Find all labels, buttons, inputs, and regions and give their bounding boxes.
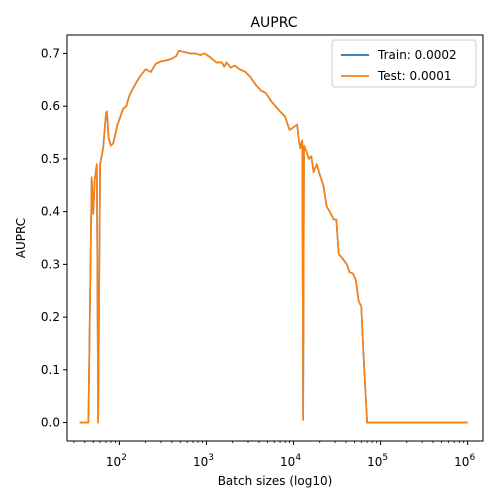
data-series [79,50,468,424]
x-tick-base: 10 [367,455,382,469]
plot-frame [66,34,484,442]
x-tick-label: 104 [280,453,301,469]
y-tick-label: 0.2 [41,310,60,324]
legend-label-test: Test: 0.0001 [377,69,451,83]
y-tick-label: 0.5 [41,152,60,166]
y-tick-label: 0.3 [41,257,60,271]
x-tick-label: 103 [193,453,214,469]
x-tick-base: 10 [193,455,208,469]
y-tick-label: 0.6 [41,99,60,113]
x-tick-exponent: 5 [382,453,388,463]
x-tick-label: 106 [454,453,475,469]
x-tick-label: 105 [367,453,388,469]
legend: Train: 0.0002 Test: 0.0001 [331,39,477,88]
y-tick-label: 0.4 [41,205,60,219]
y-axis-label: AUPRC [14,218,28,258]
x-tick-label: 102 [106,453,127,469]
x-axis-label: Batch sizes (log10) [218,474,333,488]
x-tick-base: 10 [106,455,121,469]
x-tick-exponent: 2 [121,453,127,463]
y-tick-label: 0.1 [41,363,60,377]
x-tick-exponent: 4 [295,453,301,463]
legend-label-train: Train: 0.0002 [377,48,457,62]
chart-title: AUPRC [250,15,297,31]
x-tick-base: 10 [454,455,469,469]
x-tick-exponent: 6 [469,453,475,463]
y-tick-label: 0.0 [41,416,60,430]
x-tick-base: 10 [280,455,295,469]
y-tick-label: 0.7 [41,46,60,60]
x-tick-exponent: 3 [208,453,214,463]
series-line-test [79,50,468,424]
